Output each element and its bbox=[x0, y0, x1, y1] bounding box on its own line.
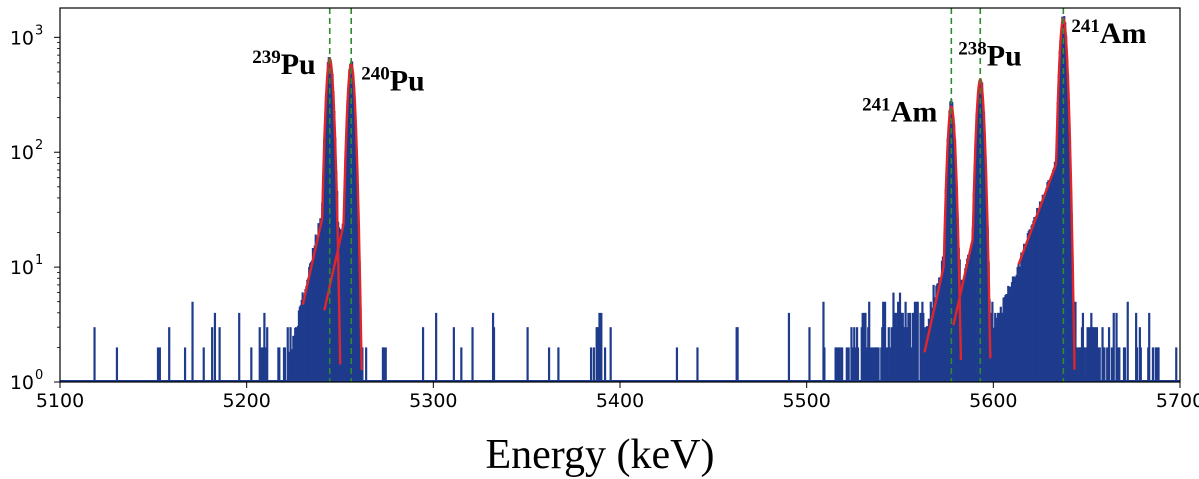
y-tick-label: 10 bbox=[10, 372, 34, 394]
y-tick-label: 10 bbox=[10, 27, 34, 49]
y-tick-label: 10 bbox=[10, 257, 34, 279]
y-tick-label: 10 bbox=[10, 142, 34, 164]
fit-curve bbox=[301, 57, 342, 365]
y-tick-exponent: 0 bbox=[35, 368, 43, 383]
fit-curve bbox=[952, 77, 992, 359]
fit-curve bbox=[923, 105, 963, 361]
x-tick-label: 5200 bbox=[222, 390, 270, 412]
peak-label: 241Am bbox=[1071, 16, 1146, 50]
x-tick-label: 5300 bbox=[409, 390, 457, 412]
x-tick-label: 5700 bbox=[1156, 390, 1199, 412]
x-axis-label: Energy (keV) bbox=[486, 432, 715, 478]
fit-curve bbox=[323, 63, 363, 371]
fit-curve bbox=[1017, 16, 1076, 370]
y-tick-exponent: 2 bbox=[35, 138, 43, 153]
fit-series bbox=[301, 16, 1076, 371]
peak-label: 238Pu bbox=[958, 38, 1022, 72]
peak-label: 240Pu bbox=[361, 64, 425, 98]
x-tick-label: 5500 bbox=[782, 390, 830, 412]
x-tick-label: 5100 bbox=[36, 390, 84, 412]
peak-labels: 239Pu 240Pu 241Am 238Pu 241Am bbox=[252, 16, 1146, 129]
peak-label: 239Pu bbox=[252, 47, 316, 81]
x-axis-ticks: 5100 5200 5300 5400 5500 5600 5700 bbox=[36, 382, 1199, 412]
peak-markers bbox=[328, 8, 1065, 382]
x-tick-label: 5600 bbox=[969, 390, 1017, 412]
y-tick-exponent: 1 bbox=[35, 253, 43, 268]
y-tick-exponent: 3 bbox=[35, 23, 43, 38]
peak-label: 241Am bbox=[862, 94, 937, 128]
x-tick-label: 5400 bbox=[596, 390, 644, 412]
